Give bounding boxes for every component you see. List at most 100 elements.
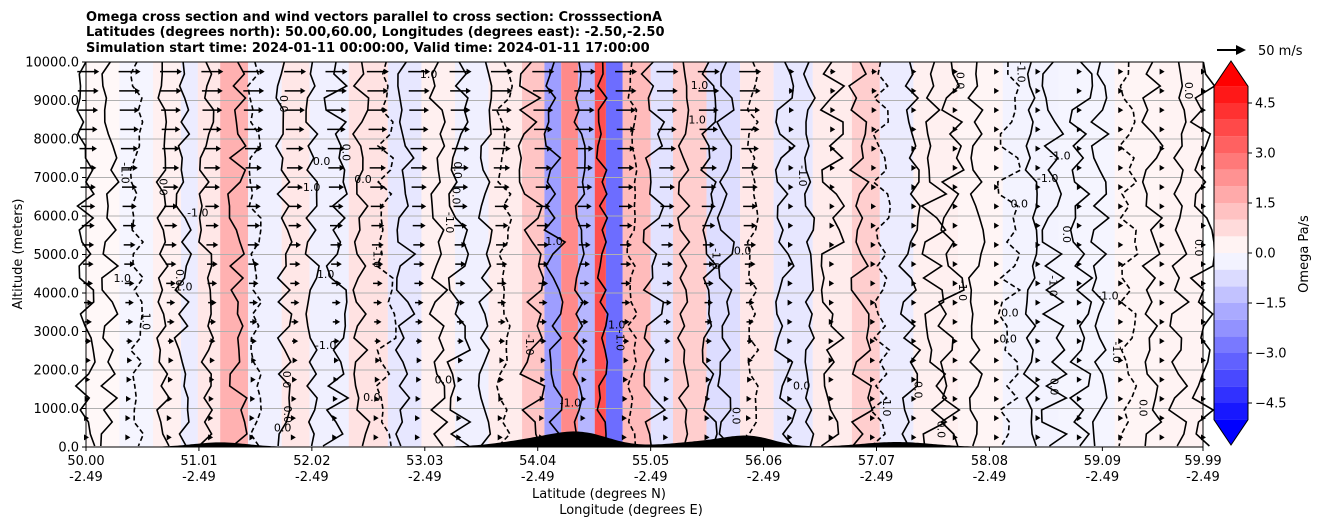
wind-vector [1035, 126, 1041, 133]
wind-vector [449, 68, 472, 75]
colorbar-tick-label: −3.0 [1255, 347, 1287, 362]
wind-vector-head [166, 434, 172, 441]
colorbar-extend-max [1214, 61, 1248, 87]
wind-vector [416, 338, 423, 345]
wind-vector-head [465, 87, 471, 94]
wind-vector-head [378, 261, 384, 268]
wind-vector [540, 376, 546, 383]
wind-vector [1035, 357, 1041, 364]
wind-vector [123, 222, 137, 229]
wind-vector-head [994, 145, 1000, 152]
wind-vector [830, 107, 836, 114]
wind-vector [409, 126, 429, 133]
wind-vector-head [872, 68, 878, 75]
wind-vector [249, 299, 258, 306]
wind-vector [1159, 222, 1165, 229]
wind-vector [161, 126, 181, 133]
wind-vector-head [754, 126, 760, 133]
contour-label: -1.0 [1049, 149, 1070, 162]
wind-vector [788, 222, 794, 229]
wind-vector [248, 280, 259, 287]
wind-vector [747, 376, 753, 383]
wind-vector-head [713, 126, 719, 133]
wind-vector [870, 338, 876, 345]
wind-vector [1118, 280, 1124, 287]
wind-vector [788, 107, 794, 114]
contour-label: 0.0 [999, 332, 1017, 345]
wind-vector [203, 145, 222, 152]
y-tick-label: 2000.0 [34, 364, 80, 379]
wind-vector-head [1035, 299, 1041, 306]
wind-vector-head [629, 145, 635, 152]
wind-vector-head [1159, 376, 1165, 383]
wind-vector [250, 318, 258, 325]
wind-vector [828, 338, 834, 345]
wind-vector-head [340, 126, 346, 133]
wind-vector [456, 395, 462, 402]
wind-vector-head [704, 434, 710, 441]
wind-vector [332, 415, 338, 422]
wind-vector-head [172, 222, 178, 229]
wind-vector-head [297, 203, 303, 210]
wind-vector-head [421, 184, 427, 191]
wind-vector [1118, 107, 1124, 114]
wind-vector-head [373, 434, 379, 441]
wind-vector [994, 318, 1000, 325]
wind-vector [619, 222, 633, 229]
wind-vector-head [464, 145, 470, 152]
wind-vector-head [336, 280, 342, 287]
wind-vector [493, 145, 511, 152]
wind-vector-head [134, 107, 140, 114]
wind-vector [538, 280, 549, 287]
wind-vector [664, 338, 671, 345]
wind-vector-head [208, 395, 214, 402]
wind-vector [994, 222, 1000, 229]
wind-vector [704, 280, 714, 287]
wind-vector-head [292, 357, 298, 364]
wind-vector-head [871, 145, 877, 152]
wind-vector-head [671, 126, 677, 133]
wind-vector-head [952, 164, 958, 171]
wind-vector-head [1035, 261, 1041, 268]
wind-vector [121, 164, 138, 171]
wind-vector-head [376, 318, 382, 325]
wind-vector [163, 203, 179, 210]
wind-vector [416, 357, 422, 364]
wind-vector [699, 126, 719, 133]
wind-vector [1118, 261, 1124, 268]
wind-vector-head [169, 338, 175, 345]
contour-label: 1.0 [691, 79, 709, 92]
wind-vector [1035, 241, 1041, 248]
contour-label: 1.0 [317, 268, 335, 281]
wind-vector-head [787, 338, 793, 345]
wind-vector-head [1035, 145, 1041, 152]
wind-vector [326, 87, 347, 94]
wind-vector [288, 222, 302, 229]
wind-vector [1035, 222, 1041, 229]
wind-vector [657, 107, 678, 114]
wind-vector [77, 68, 100, 75]
wind-vector-head [1118, 164, 1124, 171]
wind-vector [697, 68, 720, 75]
wind-vector-head [380, 164, 386, 171]
wind-vector-head [749, 280, 755, 287]
contour-label: 0.0 [793, 379, 811, 392]
wind-vector-head [539, 415, 545, 422]
wind-vector-head [333, 376, 339, 383]
colorbar-segment [1214, 203, 1248, 220]
wind-vector-head [829, 184, 835, 191]
y-tick-label: 0.0 [58, 441, 79, 456]
wind-vector [411, 164, 428, 171]
wind-vector-head [292, 376, 298, 383]
wind-vector-head [500, 338, 506, 345]
wind-vector-head [507, 87, 513, 94]
contour-line [1141, 61, 1164, 447]
wind-vector-head [378, 241, 384, 248]
wind-vector-head [540, 357, 546, 364]
wind-vector-head [339, 184, 345, 191]
contour-label: 1.0 [545, 235, 563, 248]
wind-vector [705, 376, 711, 383]
wind-vector [581, 338, 588, 345]
wind-vector-head [1035, 395, 1041, 402]
wind-vector-head [253, 280, 259, 287]
